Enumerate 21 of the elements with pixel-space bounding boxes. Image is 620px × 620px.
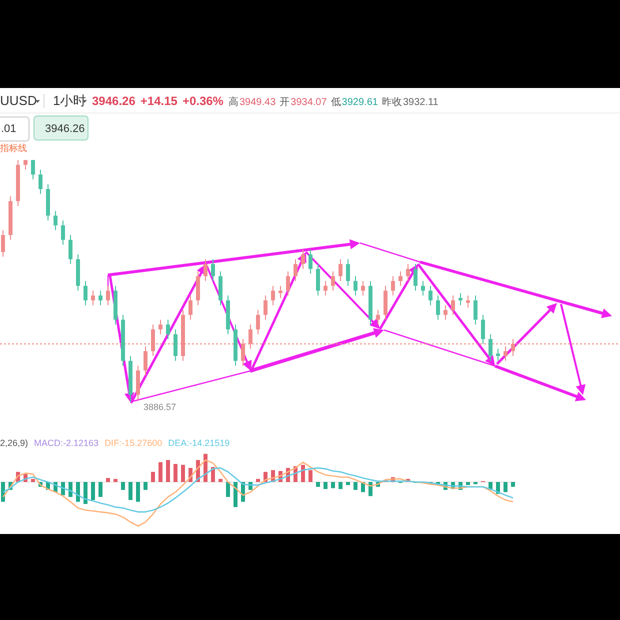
text: DEA:-14.21519 xyxy=(168,438,230,448)
text: +14.15 xyxy=(140,94,178,108)
chart-title: UUSD xyxy=(0,93,37,108)
text: MACD:-2.12163 xyxy=(34,438,99,448)
text: 高 xyxy=(228,96,238,108)
annotation: 3886.57 xyxy=(144,402,176,412)
text: 开 xyxy=(280,97,290,108)
text: +0.36% xyxy=(182,94,224,108)
text: 低 xyxy=(330,97,341,108)
text: 3946.26 xyxy=(45,123,85,135)
text: 3932.11 xyxy=(402,97,439,108)
text: 指标线 xyxy=(0,143,27,153)
text: DIF:-15.27600 xyxy=(104,438,162,448)
text: 3929.61 xyxy=(342,97,378,108)
text: 昨收 xyxy=(382,96,402,108)
text: 3949.43 xyxy=(239,97,276,108)
text: 3946.26 xyxy=(92,94,136,108)
text: 3934.07 xyxy=(290,97,328,108)
chart-subtitle: 1小时 xyxy=(53,93,86,108)
text: 2,26,9) xyxy=(0,438,28,448)
text: .01 xyxy=(1,123,16,135)
